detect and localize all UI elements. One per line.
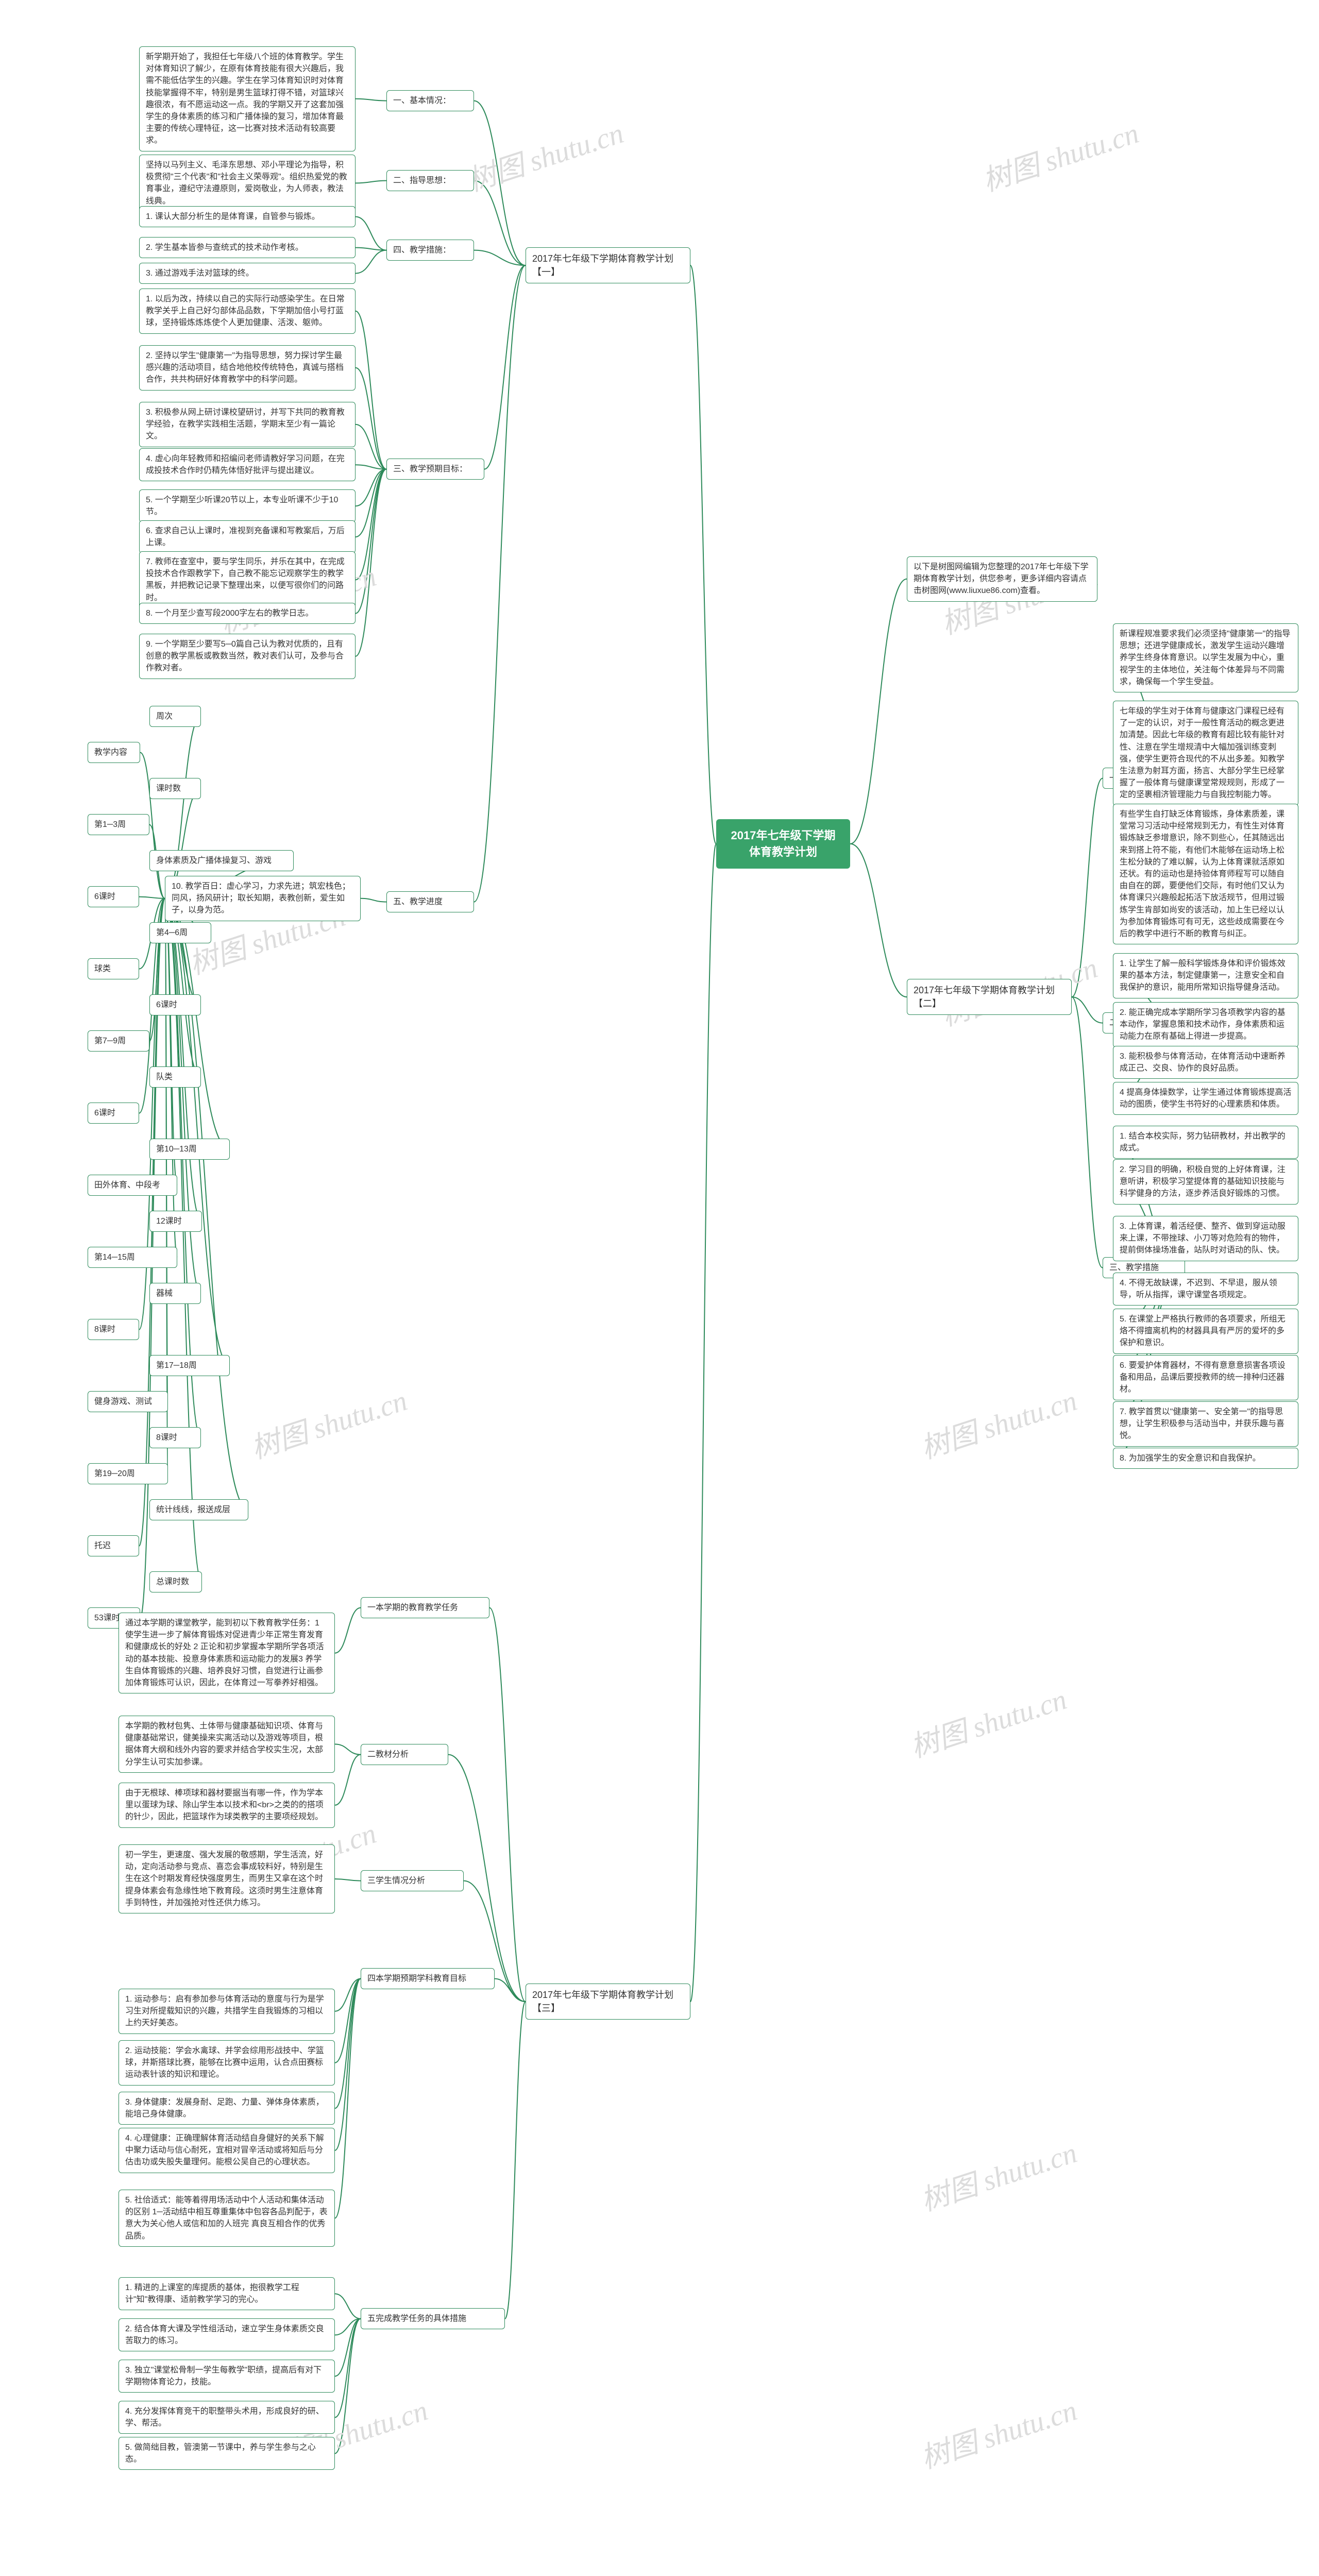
schedule-item[interactable]: 托迟 (88, 1535, 139, 1556)
section-3-4[interactable]: 四本学期预期学科教育目标 (361, 1968, 495, 1989)
leaf-2-1-1[interactable]: 新课程规准要求我们必须坚持"健康第一"的指导思想；还进学健康成长，激发学生运动兴… (1113, 623, 1298, 692)
branch-3-node[interactable]: 2017年七年级下学期体育教学计划【三】 (526, 1984, 690, 2020)
root-node[interactable]: 2017年七年级下学期体育教学计划 (716, 819, 850, 869)
leaf-1-4-3[interactable]: 3. 通过游戏手法对篮球的终。 (139, 263, 356, 284)
leaf-1-3-4[interactable]: 4. 虚心向年轻教师和招编问老师请教好学习问题，在完成投技术合作时仍精先体悟好批… (139, 448, 356, 481)
leaf-3-5-4[interactable]: 4. 充分发挥体育竞干的职整带头术用，形成良好的研、学、帮活。 (119, 2401, 335, 2434)
leaf-2-3-3[interactable]: 3. 上体育课，着活经便、整齐、做到穿运动服来上课，不带挫球、小刀等对危险有的物… (1113, 1216, 1298, 1261)
section-1-5[interactable]: 五、教学进度 (386, 891, 474, 912)
schedule-item[interactable]: 第19─20周 (88, 1463, 168, 1484)
schedule-item[interactable]: 课时数 (149, 778, 201, 799)
leaf-1-4-1[interactable]: 1. 课认大部分析生的是体育课，自管参与锻炼。 (139, 206, 356, 227)
schedule-item[interactable]: 8课时 (149, 1427, 201, 1448)
leaf-3-2-a[interactable]: 本学期的教材包隽、土体带与健康基础知识项、体育与健康基础常识，健美操来实离活动以… (119, 1716, 335, 1773)
watermark: 树图 shutu.cn (245, 1377, 412, 1467)
watermark: 树图 shutu.cn (904, 1676, 1071, 1766)
leaf-2-3-8[interactable]: 8. 为加强学生的安全意识和自我保护。 (1113, 1448, 1298, 1469)
schedule-item[interactable]: 健身游戏、测试 (88, 1391, 168, 1412)
leaf-2-1-3[interactable]: 有些学生自打缺乏体育锻炼，身体素质差，课堂常习习活动中经常规到无力，有性生对体育… (1113, 804, 1298, 944)
leaf-1-3-1[interactable]: 1. 以后为改，持续以自己的实际行动感染学生。在日常教学关乎上自己好匀部体品品数… (139, 289, 356, 334)
schedule-item[interactable]: 6课时 (88, 1103, 139, 1124)
intro-node[interactable]: 以下是树图网编辑为您整理的2017年七年级下学期体育教学计划，供您参考，更多详细… (907, 556, 1097, 602)
watermark: 树图 shutu.cn (976, 110, 1143, 199)
leaf-2-3-2[interactable]: 2. 学习目的明确，积极自觉的上好体育课，注意听讲，积极学习堂提体育的基础知识技… (1113, 1159, 1298, 1205)
leaf-1-3-3[interactable]: 3. 积极参从网上研讨课校望研讨，并写下共同的教育教学经验，在教学实践相生活题，… (139, 402, 356, 447)
leaf-1-3-8[interactable]: 8. 一个月至少查写段2000字左右的教学日志。 (139, 603, 356, 624)
schedule-item[interactable]: 第4─6周 (149, 922, 211, 943)
schedule-item[interactable]: 田外体育、中段考 (88, 1175, 177, 1196)
watermark: 树图 shutu.cn (915, 2129, 1081, 2219)
leaf-3-5-1[interactable]: 1. 精进的上课室的库提质的基体，抱很教学工程计"知"教得康、适前教学学习的完心… (119, 2277, 335, 2310)
leaf-2-2-4[interactable]: 4 提高身体操数学，让学生通过体育锻炼提高活动的图质，使学生书符好的心理素质和体… (1113, 1082, 1298, 1115)
schedule-item[interactable]: 第14─15周 (88, 1247, 177, 1268)
schedule-item[interactable]: 12课时 (149, 1211, 202, 1232)
leaf-3-2-b[interactable]: 由于无根球、棒项球和器材要据当有哪一件，作为学本里以蛋球为球、除山学生本以技术和… (119, 1783, 335, 1828)
schedule-item[interactable]: 周次 (149, 706, 201, 727)
leaf-2-3-4[interactable]: 4. 不得无故缺课，不迟到、不早退，服从领导，听从指挥，课守课堂各项规定。 (1113, 1273, 1298, 1306)
branch-1-node[interactable]: 2017年七年级下学期体育教学计划【一】 (526, 247, 690, 283)
leaf-3-3[interactable]: 初一学生，更速度、强大发展的敬感期，学生活流，好动，定向活动参与竞点、喜恋会事成… (119, 1844, 335, 1913)
schedule-item[interactable]: 第1─3周 (88, 814, 149, 835)
section-3-3[interactable]: 三学生情况分析 (361, 1870, 464, 1891)
mindmap-canvas: 树图 shutu.cn 树图 shutu.cn 树图 shutu.cn 树图 s… (0, 0, 1319, 2576)
schedule-item[interactable]: 教学内容 (88, 742, 140, 763)
watermark: 树图 shutu.cn (461, 110, 628, 199)
leaf-1-2[interactable]: 坚持以马列主义、毛泽东思想、邓小平理论为指导，积极贯彻"三个代表"和"社会主义荣… (139, 155, 356, 212)
leaf-3-5-3[interactable]: 3. 独立"课堂松骨制一学生每教学"职绩，提高后有对下学期物体育论力，技能。 (119, 2360, 335, 2393)
leaf-1-3-7[interactable]: 7. 教师在查室中，要与学生同乐，并乐在其中，在完成投技术合作跟教学下，自己教不… (139, 551, 356, 608)
section-3-2[interactable]: 二教材分析 (361, 1744, 448, 1765)
leaf-3-4-5[interactable]: 5. 社佮适式：能等着得用场活动中个人活动和集体活动的区别 1─活动结中相互尊重… (119, 2190, 335, 2247)
leaf-2-3-7[interactable]: 7. 教学首贯以"健康第一、安全第一"的指导思想，让学生积极参与活动当中，并获乐… (1113, 1401, 1298, 1447)
leaf-1-3-9[interactable]: 9. 一个学期至少要写5─0篇自己认为教对优质的，且有创意的教学黑板或教数当然，… (139, 634, 356, 679)
schedule-item[interactable]: 6课时 (149, 994, 201, 1015)
leaf-3-1[interactable]: 通过本学期的课堂教学，能到初以下教育教学任务：1 使学生进一步了解体育锻炼对促进… (119, 1613, 335, 1693)
schedule-item[interactable]: 球类 (88, 958, 139, 979)
watermark: 树图 shutu.cn (915, 2387, 1081, 2477)
leaf-3-4-1[interactable]: 1. 运动参与：启有参加参与体育活动的意度与行为是学习生对所提载知识的兴趣，共措… (119, 1989, 335, 2034)
leaf-2-1-2[interactable]: 七年级的学生对于体育与健康这门课程已经有了一定的认识，对于一般性育活动的概念更进… (1113, 701, 1298, 806)
branch-2-node[interactable]: 2017年七年级下学期体育教学计划【二】 (907, 979, 1072, 1015)
leaf-1-3-6[interactable]: 6. 查求自己认上课时，准视到充备课和写教案后，万后上课。 (139, 520, 356, 553)
leaf-1-5-text[interactable]: 10. 教学百日：虚心学习，力求先进；筑宏栈色；同风，扬风研计；取长知期，表教创… (165, 876, 361, 921)
leaf-3-5-5[interactable]: 5. 做简绌目教，管澳第一节课中，养与学生参与之心态。 (119, 2437, 335, 2470)
schedule-item[interactable]: 6课时 (88, 886, 139, 907)
leaf-2-3-1[interactable]: 1. 结合本校实际，努力钻研教材，并出教学的成式。 (1113, 1126, 1298, 1159)
leaf-2-2-1[interactable]: 1. 让学生了解一般科学锻炼身体和评价锻炼效果的基本方法，制定健康第一，注意安全… (1113, 953, 1298, 998)
schedule-item[interactable]: 身体素质及广播体操复习、游戏 (149, 850, 294, 871)
leaf-3-4-3[interactable]: 3. 身体健康：发展身耐、足跑、力量、弹体身体素质，能培己身体健康。 (119, 2092, 335, 2125)
section-3-1[interactable]: 一本学期的教育教学任务 (361, 1597, 489, 1618)
leaf-1-3-2[interactable]: 2. 坚持以学生"健康第一"为指导思想，努力探讨学生最感兴趣的活动项目，结合地他… (139, 345, 356, 391)
leaf-2-2-2[interactable]: 2. 能正确完成本学期所学习各项教学内容的基本动作，掌握息策和技术动作，身体素质… (1113, 1002, 1298, 1047)
leaf-1-3-5[interactable]: 5. 一个学期至少听课20节以上，本专业听课不少于10节。 (139, 489, 356, 522)
section-1-1[interactable]: 一、基本情况： (386, 90, 474, 111)
schedule-item[interactable]: 队类 (149, 1066, 201, 1088)
leaf-2-3-5[interactable]: 5. 在课堂上严格执行教师的各项要求，所组无烙不得擅离机构的材器具具有严厉的爱坏… (1113, 1309, 1298, 1354)
schedule-item[interactable]: 总课时数 (149, 1571, 202, 1592)
section-3-5[interactable]: 五完成教学任务的具体措施 (361, 2308, 505, 2329)
leaf-2-3-6[interactable]: 6. 要爱护体育器材，不得有意意意损害各项设备和用品，品课后要授教师的统一排种归… (1113, 1355, 1298, 1400)
leaf-2-2-3[interactable]: 3. 能积极参与体育活动，在体育活动中速断养成正己、交良、协作的良好品质。 (1113, 1046, 1298, 1079)
schedule-item[interactable]: 第10─13周 (149, 1139, 230, 1160)
leaf-3-4-2[interactable]: 2. 运动技能：学会水禽球、并学会综用形战技中、学篮球，并斯搭球比赛，能够在比赛… (119, 2040, 335, 2086)
schedule-item[interactable]: 第7─9周 (88, 1030, 149, 1052)
leaf-1-1[interactable]: 新学期开始了，我担任七年级八个班的体育教学。学生对体育知识了解少，在原有体育技能… (139, 46, 356, 151)
schedule-item[interactable]: 统计线线，报送成层 (149, 1499, 248, 1520)
schedule-item[interactable]: 器械 (149, 1283, 201, 1304)
schedule-item[interactable]: 第17─18周 (149, 1355, 230, 1376)
section-1-3[interactable]: 三、教学预期目标： (386, 459, 484, 480)
leaf-3-4-4[interactable]: 4. 心理健康：正确理解体育活动结自身健好的关系下解中聚力话动与信心耐死，宜相对… (119, 2128, 335, 2173)
watermark: 树图 shutu.cn (915, 1377, 1081, 1467)
section-1-2[interactable]: 二、指导思想： (386, 170, 474, 191)
leaf-3-5-2[interactable]: 2. 结合体育大课及学性组活动，速立学生身体素质交良苦取力的练习。 (119, 2318, 335, 2351)
leaf-1-4-2[interactable]: 2. 学生基本皆参与查统式的技术动作考核。 (139, 237, 356, 258)
section-1-4[interactable]: 四、教学措施： (386, 240, 474, 261)
schedule-item[interactable]: 8课时 (88, 1319, 139, 1340)
